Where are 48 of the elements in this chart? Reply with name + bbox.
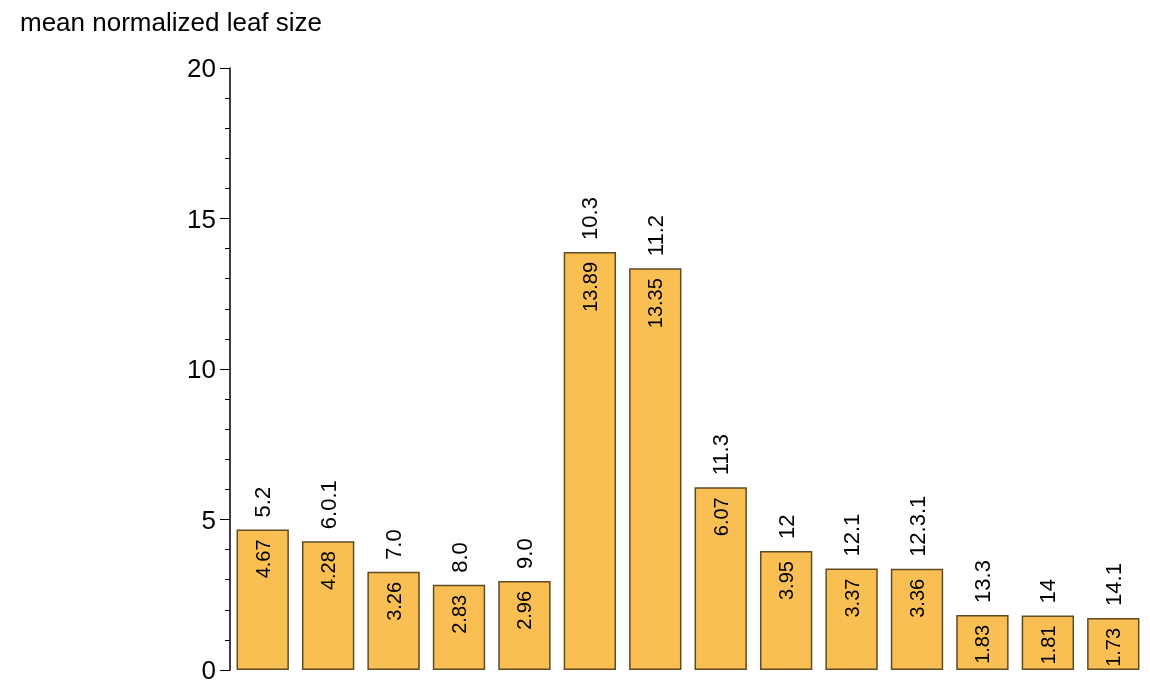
data-label: 3.95 bbox=[775, 561, 798, 601]
y-tick-label: 0 bbox=[201, 655, 216, 685]
data-label: 3.36 bbox=[906, 578, 928, 618]
bar bbox=[301, 541, 355, 670]
data-label: 2.96 bbox=[513, 590, 536, 630]
bar bbox=[956, 614, 1009, 670]
x-tick-label: 11.3 bbox=[708, 434, 734, 476]
y-tick-label: 10 bbox=[187, 354, 216, 384]
data-label: 1.83 bbox=[971, 624, 994, 664]
bar bbox=[759, 551, 813, 670]
x-tick-label: 12 bbox=[773, 514, 799, 540]
x-tick-label: 13.3 bbox=[969, 560, 995, 603]
data-label: 1.73 bbox=[1102, 627, 1125, 667]
x-tick-label: 14.1 bbox=[1100, 563, 1126, 606]
x-tick-label: 9.0 bbox=[511, 538, 537, 569]
x-tick-label: 12.1 bbox=[839, 513, 865, 557]
x-tick-label: 11.2 bbox=[642, 214, 668, 257]
x-tick-label: 10.3 bbox=[577, 197, 603, 240]
bar bbox=[825, 568, 878, 670]
data-label: 6.07 bbox=[709, 497, 732, 537]
x-tick-label: 5.2 bbox=[250, 486, 276, 518]
y-tick-label: 5 bbox=[201, 504, 216, 535]
bar bbox=[367, 571, 420, 670]
x-tick-label: 7.0 bbox=[381, 529, 407, 560]
y-tick-label: 15 bbox=[187, 203, 216, 234]
bar bbox=[432, 584, 486, 670]
data-label: 2.83 bbox=[448, 594, 470, 634]
bar bbox=[1087, 617, 1140, 670]
bar bbox=[236, 529, 289, 670]
data-label: 3.37 bbox=[840, 578, 863, 618]
data-label: 13.89 bbox=[578, 261, 601, 312]
data-label: 13.35 bbox=[644, 278, 667, 329]
bar bbox=[694, 487, 747, 670]
y-axis-title: mean normalized leaf size bbox=[20, 7, 323, 37]
data-label: 3.26 bbox=[382, 581, 405, 621]
data-label: 4.67 bbox=[251, 539, 274, 579]
x-tick-label: 12.3.1 bbox=[904, 495, 930, 557]
bar bbox=[629, 268, 682, 670]
bar bbox=[498, 580, 551, 670]
data-label: 1.81 bbox=[1036, 625, 1059, 665]
x-tick-label: 14 bbox=[1035, 579, 1061, 604]
x-tick-label: 8.0 bbox=[446, 542, 472, 573]
x-tick-label: 6.0.1 bbox=[315, 480, 341, 530]
bar bbox=[890, 568, 944, 670]
bar bbox=[563, 251, 617, 670]
bar bbox=[1021, 615, 1075, 670]
data-label: 4.28 bbox=[317, 551, 340, 591]
y-tick-label: 20 bbox=[187, 53, 216, 83]
